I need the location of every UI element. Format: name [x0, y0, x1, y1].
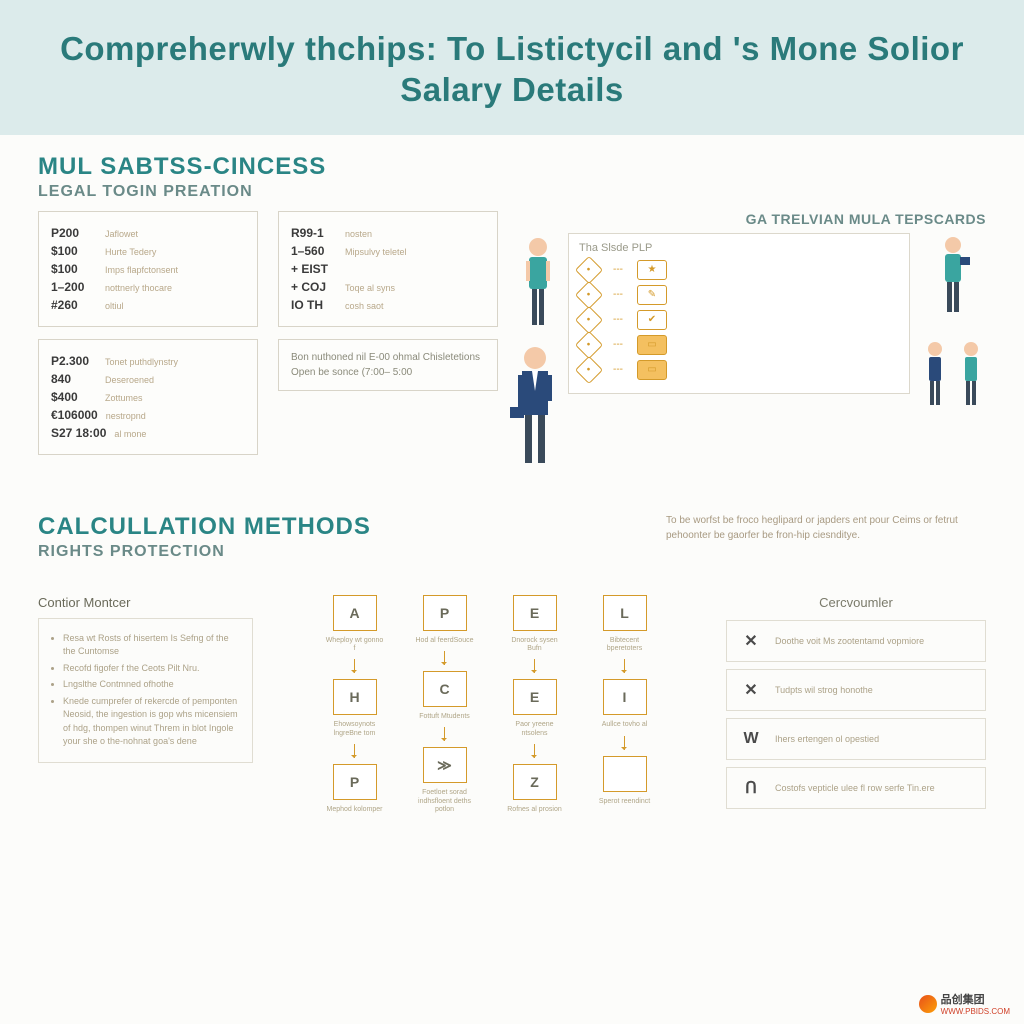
- flow-node: A: [333, 595, 377, 631]
- section1-title: MUL SABTSS-CINCESS: [38, 153, 986, 181]
- section2-title: CALCULLATION METHODS: [38, 513, 371, 541]
- bullet-item: Knede cumprefer of rekercde of pemponten…: [63, 695, 240, 749]
- flow-node: L: [603, 595, 647, 631]
- diamond-icon: •: [575, 355, 603, 383]
- flow-step: •---✔: [579, 310, 899, 330]
- hours-text: Bon nuthoned nil E-00 ohmal Chisletetion…: [291, 350, 485, 380]
- salary-box-c: P2.300Tonet puthdlynstry 840Deseroened $40…: [38, 339, 258, 455]
- bullet-item: Recofd figofer f the Ceots Pilt Nru.: [63, 662, 240, 676]
- cert-heading: Cercvoumler: [726, 595, 986, 610]
- value-row: R99-1nosten: [291, 226, 485, 240]
- page-title: Compreherwly thchips: To Listictycil and…: [30, 28, 994, 111]
- value-row: P2.300Tonet puthdlynstry: [51, 354, 245, 368]
- flow-node: I: [603, 679, 647, 715]
- flow-column: PHod al feerdSouceCFottuft Mtudents≫Foet…: [415, 595, 475, 815]
- watermark: 品创集团 WWW.PBIDS.COM: [919, 991, 1010, 1016]
- salary-box-d: Bon nuthoned nil E-00 ohmal Chisletetion…: [278, 339, 498, 391]
- flow-node: H: [333, 679, 377, 715]
- bullet-item: Resa wt Rosts of hisertem Is Sefng of th…: [63, 632, 240, 659]
- salary-box-a: P200Jaflowet $100Hurte Tedery $100Imps fla…: [38, 211, 258, 327]
- header-banner: Compreherwly thchips: To Listictycil and…: [0, 0, 1024, 135]
- flow-node: ≫: [423, 747, 467, 783]
- flow-step: •---✎: [579, 285, 899, 305]
- diamond-icon: •: [575, 255, 603, 283]
- step-box-icon: ▭: [637, 360, 667, 380]
- cert-row: ՈCostofs vepticle ulee fl row serfe Tin.…: [726, 767, 986, 809]
- flow-step: •---▭: [579, 335, 899, 355]
- value-row: $100Hurte Tedery: [51, 244, 245, 258]
- section2-desc: To be worfst be froco heglipard or japde…: [666, 513, 986, 543]
- section1-subtitle: LEGAL TOGIN PREATION: [38, 183, 986, 201]
- section1-right-title: GA TRELVIAN MULA TEPSCARDS: [518, 211, 986, 227]
- diamond-icon: •: [575, 305, 603, 333]
- value-row: #260oltiul: [51, 298, 245, 312]
- section2: CALCULLATION METHODS RIGHTS PROTECTION T…: [38, 513, 986, 816]
- flow-step: •---▭: [579, 360, 899, 380]
- salary-box-b: R99-1nosten 1–560Mipsulvy teletel + EIST + …: [278, 211, 498, 327]
- cert-icon: ✕: [739, 629, 763, 653]
- step-box-icon: ✎: [637, 285, 667, 305]
- section2-subtitle: RIGHTS PROTECTION: [38, 543, 371, 561]
- person-small-1-icon: [920, 339, 950, 419]
- value-row: €106000nestropnd: [51, 408, 245, 422]
- diamond-icon: •: [575, 280, 603, 308]
- content-area: MUL SABTSS-CINCESS LEGAL TOGIN PREATION …: [0, 135, 1024, 816]
- flow-column: EDnorock sysen BufnEPaor yreene ntsolens…: [505, 595, 565, 815]
- person-suit-icon: [508, 343, 562, 493]
- watermark-logo-icon: [919, 995, 937, 1013]
- section-1-header: MUL SABTSS-CINCESS LEGAL TOGIN PREATION: [38, 153, 986, 201]
- cert-row: ✕Doothe voit Ms zootentamd vopmiore: [726, 620, 986, 662]
- flow-node: C: [423, 671, 467, 707]
- value-row: S27 18:00al mone: [51, 426, 245, 440]
- value-row: P200Jaflowet: [51, 226, 245, 240]
- cert-row: ✕Tudpts wil strog honothe: [726, 669, 986, 711]
- flow-node: P: [333, 764, 377, 800]
- flow-panel: Tha Slsde PLP •---★ •---✎ •---✔ •---▭ •---▭: [568, 233, 910, 394]
- contlor-heading: Contior Montcer: [38, 595, 253, 610]
- section1-grid: P200Jaflowet $100Hurte Tedery $100Imps fla…: [38, 211, 986, 493]
- person-teal-2-icon: [933, 233, 973, 333]
- value-row: 1–200nottnerly thocare: [51, 280, 245, 294]
- watermark-brand: 品创集团: [941, 991, 1010, 1007]
- value-row: 840Deseroened: [51, 372, 245, 386]
- flow-node: Z: [513, 764, 557, 800]
- person-teal-1-icon: [518, 233, 558, 343]
- step-box-icon: ★: [637, 260, 667, 280]
- cert-icon: W: [739, 727, 763, 751]
- value-row: + COJToqe al syns: [291, 280, 485, 294]
- flow-node: P: [423, 595, 467, 631]
- cert-icon: Ո: [739, 776, 763, 800]
- step-box-icon: ✔: [637, 310, 667, 330]
- flow-column: AWheploy wt gonno fHEhowsoynots lngreBne…: [325, 595, 385, 815]
- value-row: $400Zottumes: [51, 390, 245, 404]
- value-row: $100Imps flapfctonsent: [51, 262, 245, 276]
- watermark-url: WWW.PBIDS.COM: [941, 1007, 1010, 1016]
- bullet-item: Lngslthe Contmned ofhothe: [63, 678, 240, 692]
- process-flow: Tha Slsde PLP •---★ •---✎ •---✔ •---▭ •---▭: [518, 233, 986, 493]
- flow-step: •---★: [579, 260, 899, 280]
- flow-panel-title: Tha Slsde PLP: [579, 242, 899, 254]
- value-row: 1–560Mipsulvy teletel: [291, 244, 485, 258]
- flow-column: LBibtecent bperetotersIAullce tovho alSp…: [595, 595, 655, 815]
- cert-icon: ✕: [739, 678, 763, 702]
- flow-node: E: [513, 679, 557, 715]
- person-small-2-icon: [956, 339, 986, 419]
- value-row: + EIST: [291, 262, 485, 276]
- flow-node: E: [513, 595, 557, 631]
- rights-bullets: Resa wt Rosts of hisertem Is Sefng of th…: [38, 618, 253, 763]
- diamond-icon: •: [575, 330, 603, 358]
- calc-flowchart: AWheploy wt gonno fHEhowsoynots lngreBne…: [273, 595, 706, 815]
- value-row: IO THcosh saot: [291, 298, 485, 312]
- cert-row: WIhers ertengen ol opestied: [726, 718, 986, 760]
- step-box-icon: ▭: [637, 335, 667, 355]
- flow-node: [603, 756, 647, 792]
